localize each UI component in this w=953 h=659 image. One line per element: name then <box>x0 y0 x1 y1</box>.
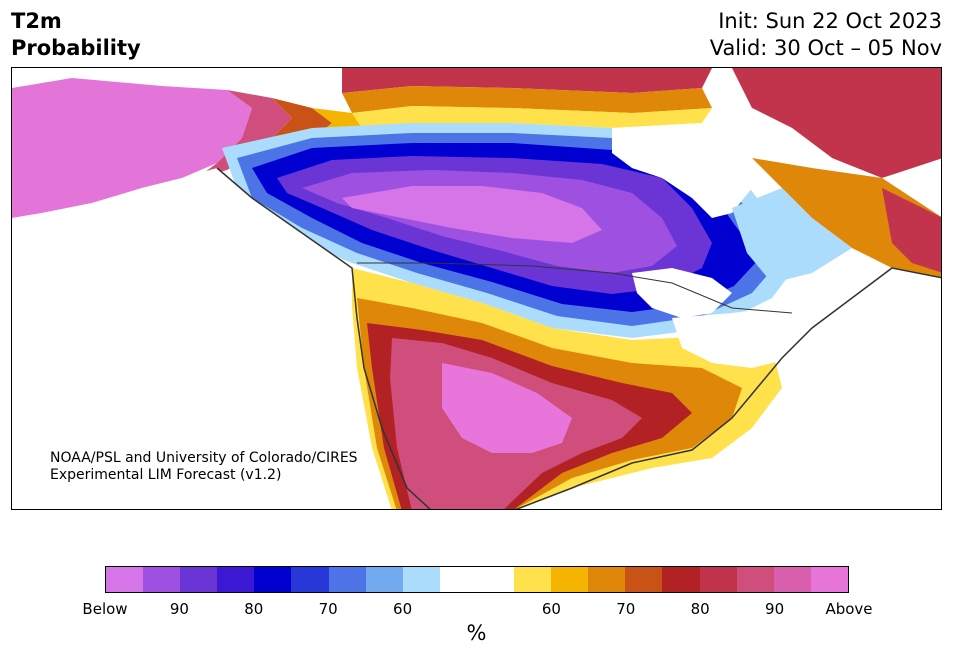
colorbar <box>105 566 849 593</box>
colorbar-swatch <box>662 567 700 592</box>
us-warm-core <box>442 363 572 453</box>
colorbar-swatch <box>254 567 292 592</box>
colorbar-swatch <box>365 567 403 592</box>
colorbar-swatch <box>180 567 218 592</box>
valid-period: Valid: 30 Oct – 05 Nov <box>709 36 942 60</box>
colorbar-tick-label: 60 <box>393 600 413 618</box>
colorbar-swatch <box>588 567 626 592</box>
colorbar-swatch <box>217 567 255 592</box>
init-date: Init: Sun 22 Oct 2023 <box>718 9 942 33</box>
colorbar-swatch <box>143 567 181 592</box>
colorbar-swatch <box>514 567 552 592</box>
labrador-cold <box>732 188 852 283</box>
credit-line-2: Experimental LIM Forecast (v1.2) <box>50 467 282 483</box>
title-line-2: Probability <box>11 36 141 60</box>
arctic-warm-3 <box>352 106 712 128</box>
colorbar-unit: % <box>466 621 487 645</box>
colorbar-tick-label: 60 <box>541 600 561 618</box>
colorbar-swatch <box>625 567 663 592</box>
colorbar-swatch <box>773 567 811 592</box>
forecast-dates: Init: Sun 22 Oct 2023 Valid: 30 Oct – 05… <box>710 8 942 62</box>
cold-core <box>342 186 602 243</box>
colorbar-swatch <box>476 567 515 592</box>
colorbar-swatch <box>402 567 440 592</box>
colorbar-swatch <box>328 567 366 592</box>
colorbar-swatch <box>291 567 329 592</box>
coastline <box>216 167 941 509</box>
colorbar-tick-label: 90 <box>169 600 189 618</box>
credit-line-1: NOAA/PSL and University of Colorado/CIRE… <box>50 450 358 466</box>
labrador-warm-1 <box>752 158 941 278</box>
colorbar-tick-label: 80 <box>244 600 264 618</box>
atlantic-ocean <box>654 279 941 509</box>
arctic-warm-2 <box>342 86 712 113</box>
colorbar-swatch <box>699 567 737 592</box>
credit-text: NOAA/PSL and University of Colorado/CIRE… <box>50 450 358 484</box>
colorbar-tick-label: Below <box>82 600 128 618</box>
colorbar-tick-label: 90 <box>765 600 785 618</box>
map-title: T2m Probability <box>11 8 141 62</box>
greenland-region <box>732 68 941 178</box>
colorbar-tick-label: 70 <box>616 600 636 618</box>
alaska-region <box>12 78 252 218</box>
greenland-fringe <box>702 108 832 168</box>
colorbar-ticks: Below 90 80 70 60 60 70 80 90 Above <box>82 600 872 618</box>
labrador-warm-2 <box>882 188 941 273</box>
alaska-band-1 <box>197 90 292 178</box>
colorbar-swatch <box>551 567 589 592</box>
colorbar-tick-label: Above <box>825 600 873 618</box>
colorbar-tick-label: 70 <box>318 600 338 618</box>
colorbar-swatch <box>439 567 477 592</box>
arctic-warm-1 <box>342 68 712 93</box>
northeast-neutral <box>672 308 802 368</box>
colorbar-swatch <box>106 567 144 592</box>
title-line-1: T2m <box>11 9 62 33</box>
hudson-bay <box>612 123 752 218</box>
map-canvas <box>12 68 941 509</box>
colorbar-swatch <box>810 567 848 592</box>
colorbar-swatch <box>736 567 774 592</box>
border-us-canada <box>357 262 793 314</box>
pacific-ocean <box>12 168 392 509</box>
probability-map: NOAA/PSL and University of Colorado/CIRE… <box>11 67 942 510</box>
colorbar-tick-label: 80 <box>690 600 710 618</box>
